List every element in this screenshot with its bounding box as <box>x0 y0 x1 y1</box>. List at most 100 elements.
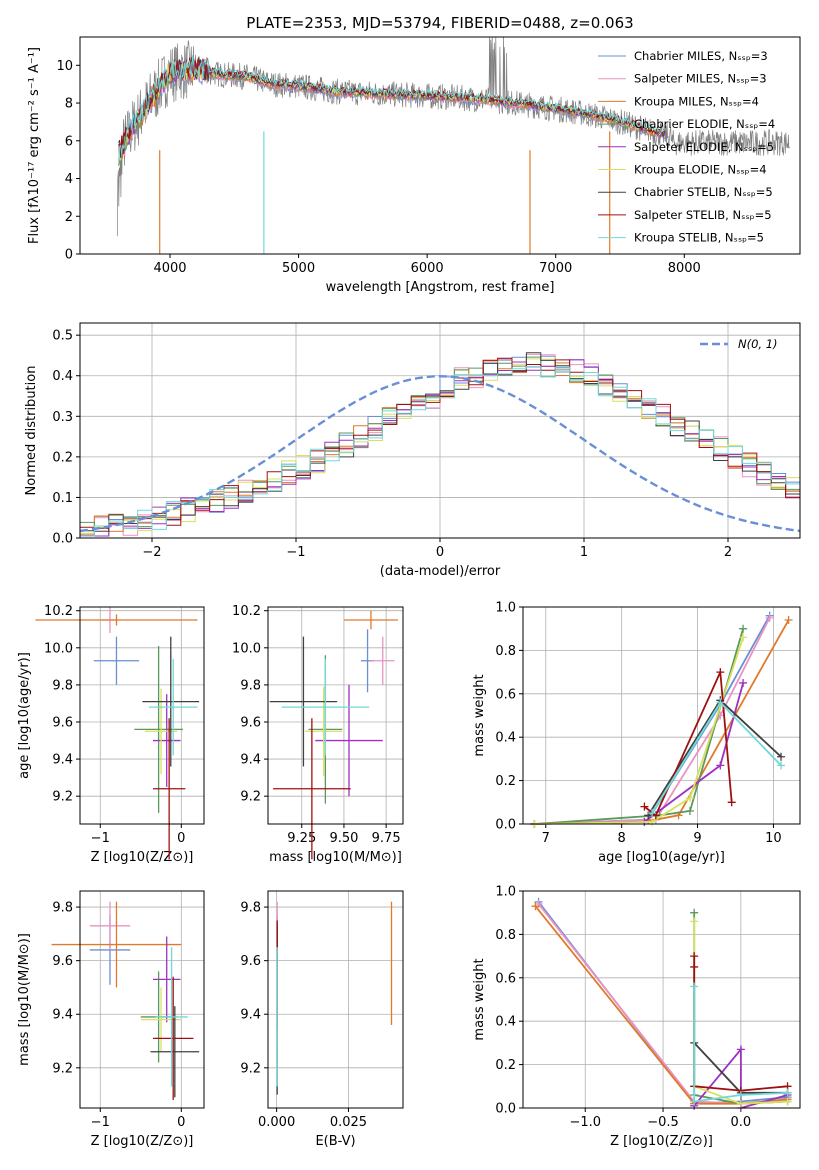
mass-weight-series-line <box>534 637 744 825</box>
y-tick-label: 9.8 <box>240 901 261 916</box>
y-tick-label: 0.0 <box>52 532 73 547</box>
legend-entry: Chabrier ELODIE, Nₛₛₚ=4 <box>634 117 775 131</box>
y-tick-label: 9.8 <box>240 678 261 693</box>
x-axis-label: E(B-V) <box>315 1134 355 1149</box>
y-tick-label: 0.5 <box>52 329 73 344</box>
mass-vs-metallicity-panel: −1 0 9.2 9.4 9.6 9.8 Z [log10(Z/Z⊙)] mass [log1… <box>17 890 205 1149</box>
y-tick-label: 9.4 <box>52 753 73 768</box>
x-axis-label: wavelength [Angstrom, rest frame] <box>326 280 555 295</box>
mass-weight-marker <box>765 613 774 622</box>
mass-weight-marker <box>777 761 786 770</box>
mass-weight-marker <box>736 1099 745 1108</box>
mass-weight-marker <box>783 1097 792 1106</box>
x-tick-label: 8 <box>618 831 626 846</box>
age-vs-mass-panel: 9.25 9.50 9.75 9.2 9.4 9.6 9.8 10.0 10.2 mass [lo… <box>232 604 404 865</box>
mass-weight-marker <box>690 1097 699 1106</box>
mass-weight-marker <box>739 633 748 642</box>
y-tick-label: 0.2 <box>495 1058 516 1073</box>
x-tick-label: 2 <box>724 545 732 560</box>
legend-entry: Salpeter STELIB, Nₛₛₚ=5 <box>634 208 772 222</box>
axes-frame <box>79 606 205 825</box>
y-tick-label: 6 <box>65 134 73 149</box>
chart-title: PLATE=2353, MJD=53794, FIBERID=0488, z=0… <box>246 14 633 32</box>
residual-histogram-step <box>80 359 800 538</box>
y-tick-label: 1.0 <box>495 601 516 616</box>
y-tick-label: 8 <box>65 97 73 112</box>
x-tick-label: 0 <box>177 1115 185 1130</box>
y-axis-label: mass weight <box>472 958 487 1040</box>
mass-weight-marker <box>716 668 725 677</box>
y-tick-label: 0.4 <box>495 1015 516 1030</box>
y-tick-label: 9.6 <box>240 715 261 730</box>
y-tick-label: 9.2 <box>52 790 73 805</box>
mass-weight-marker <box>685 793 694 802</box>
legend-entry: N(0, 1) <box>738 337 778 351</box>
legend-entry: Kroupa MILES, Nₛₛₚ=4 <box>634 94 759 108</box>
x-tick-label: −1.0 <box>569 1115 601 1130</box>
y-tick-label: 0.4 <box>52 369 73 384</box>
y-tick-label: 0.0 <box>495 818 516 833</box>
x-tick-label: 0 <box>177 831 185 846</box>
y-tick-label: 0.3 <box>52 410 73 425</box>
mass-weight-marker <box>531 902 540 911</box>
y-axis-label: Normed distribution <box>24 366 39 496</box>
y-tick-label: 10.2 <box>232 604 261 619</box>
y-tick-label: 9.2 <box>52 1061 73 1076</box>
y-tick-label: 9.4 <box>52 1008 73 1023</box>
x-tick-label: 0.0 <box>731 1115 752 1130</box>
y-tick-label: 1.0 <box>495 885 516 900</box>
axes-frame <box>79 322 801 539</box>
axes-frame <box>267 606 404 825</box>
mass-weight-marker <box>739 678 748 687</box>
mass-weight-marker <box>783 1088 792 1097</box>
x-axis-label: Z [log10(Z/Z⊙)] <box>91 1134 194 1149</box>
y-tick-label: 0.8 <box>495 644 516 659</box>
x-tick-label: −1 <box>91 831 110 846</box>
x-tick-label: 5000 <box>282 261 315 276</box>
y-tick-label: 0.1 <box>52 491 73 506</box>
residual-histogram-step <box>80 357 800 538</box>
mass-weight-vs-metallicity-panel: −1.0 −0.5 0.0 0.0 0.2 0.4 0.6 0.8 1.0 Z [log10(Z/… <box>472 885 801 1149</box>
axes-frame <box>522 890 801 1109</box>
x-tick-label: 8000 <box>668 261 701 276</box>
x-tick-label: 9 <box>693 831 701 846</box>
residual-histogram-panel: −2 −1 0 1 2 0.0 0.1 0.2 0.3 0.4 0.5 (data-model)/er… <box>24 322 801 579</box>
mass-weight-marker <box>640 802 649 811</box>
mass-weight-marker <box>784 616 793 625</box>
axes-frame <box>267 890 404 1109</box>
y-tick-label: 9.8 <box>52 678 73 693</box>
model-spectrum-line <box>118 56 666 155</box>
axes-frame <box>522 606 801 825</box>
x-tick-label: 6000 <box>411 261 444 276</box>
mass-weight-marker <box>727 798 736 807</box>
x-axis-label: mass [log10(M/M⊙)] <box>269 850 402 865</box>
legend-entry: Salpeter MILES, Nₛₛₚ=3 <box>634 72 767 86</box>
y-tick-label: 9.6 <box>240 954 261 969</box>
x-tick-label: 9.75 <box>372 831 401 846</box>
y-tick-label: 10 <box>56 59 73 74</box>
mass-weight-series-line <box>534 682 744 825</box>
mass-weight-marker <box>736 1045 745 1054</box>
x-tick-label: 9.25 <box>287 831 316 846</box>
y-tick-label: 4 <box>65 172 73 187</box>
mass-weight-marker <box>739 624 748 633</box>
legend-entry: Chabrier STELIB, Nₛₛₚ=5 <box>634 185 773 199</box>
x-tick-label: 1 <box>580 545 588 560</box>
x-axis-label: Z [log10(Z/Z⊙)] <box>610 1134 713 1149</box>
x-tick-label: 9.50 <box>329 831 358 846</box>
mass-weight-series-line <box>647 698 782 816</box>
residual-histogram-step <box>80 358 800 538</box>
y-axis-label: Flux [fλ10⁻¹⁷ erg cm⁻² s⁻¹ A⁻¹] <box>27 47 42 244</box>
y-tick-label: 0.0 <box>495 1102 516 1117</box>
y-tick-label: 9.2 <box>240 790 261 805</box>
y-tick-label: 10.0 <box>232 641 261 656</box>
y-tick-label: 0.2 <box>52 450 73 465</box>
mass-weight-series-line <box>534 615 771 825</box>
x-tick-label: 0 <box>436 545 444 560</box>
y-tick-label: 9.4 <box>240 1008 261 1023</box>
y-tick-label: 2 <box>65 210 73 225</box>
residual-histogram-step <box>80 360 800 538</box>
model-spectrum-line <box>118 55 665 162</box>
mass-weight-marker <box>736 1090 745 1099</box>
mass-weight-marker <box>690 982 699 991</box>
